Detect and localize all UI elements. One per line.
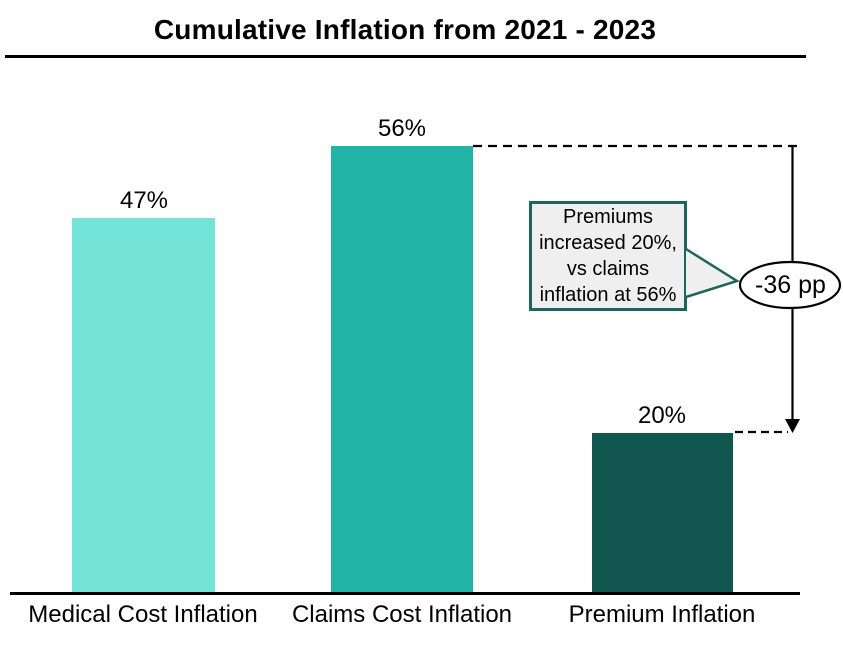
chart-title: Cumulative Inflation from 2021 - 2023 (153, 14, 657, 45)
callout-pointer (685, 247, 740, 299)
value-label-claims: 56% (377, 115, 427, 142)
value-label-premium: 20% (637, 402, 687, 429)
title-underline (5, 55, 806, 58)
bar-medical-cost-inflation (72, 218, 215, 592)
bar-premium-inflation (592, 433, 733, 592)
callout-box: Premiums increased 20%, vs claims inflat… (529, 201, 687, 311)
callout-text: Premiums increased 20%, vs claims inflat… (539, 206, 677, 306)
difference-label: -36 pp (755, 271, 826, 299)
category-label-premium: Premium Inflation (568, 601, 756, 628)
callout-pointer-fill (686, 249, 737, 297)
x-axis-line (10, 592, 800, 595)
bar-claims-cost-inflation (331, 146, 473, 592)
down-arrow-head (785, 419, 800, 433)
category-label-medical: Medical Cost Inflation (28, 601, 258, 628)
category-label-claims: Claims Cost Inflation (291, 601, 513, 628)
value-label-medical: 47% (119, 187, 169, 214)
